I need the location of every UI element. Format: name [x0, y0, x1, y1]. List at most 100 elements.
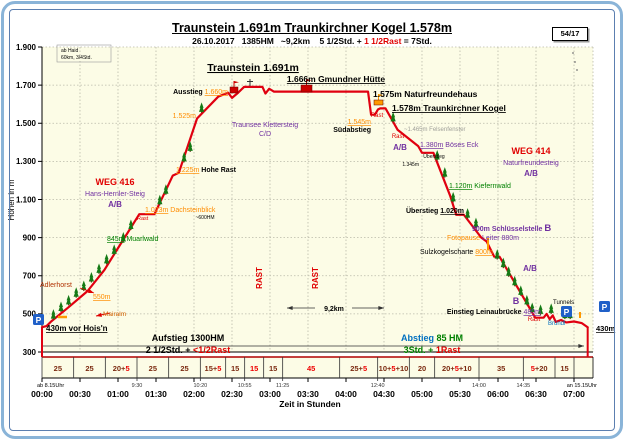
- chart-title: Traunstein 1.691m Traunkirchner Kogel 1.…: [172, 21, 452, 35]
- svg-text:1.023m Dachsteinblick: 1.023m Dachsteinblick: [145, 207, 216, 214]
- svg-text:15: 15: [269, 364, 277, 373]
- svg-text:1.525m: 1.525m: [173, 113, 197, 120]
- svg-text:Adlerhorst: Adlerhorst: [40, 282, 72, 289]
- svg-text:25: 25: [85, 364, 93, 373]
- svg-text:1.100: 1.100: [16, 195, 37, 204]
- svg-text:Abstieg 85 HM: Abstieg 85 HM: [401, 333, 463, 343]
- svg-text:430m vor Hois'n: 430m vor Hois'n: [46, 324, 108, 333]
- svg-text:WEG 414: WEG 414: [511, 146, 550, 156]
- svg-text:15: 15: [250, 364, 258, 373]
- svg-text:20+5: 20+5: [113, 364, 130, 373]
- svg-text:~1.465m Felsenfenster: ~1.465m Felsenfenster: [404, 127, 466, 133]
- svg-text:12:40: 12:40: [371, 383, 385, 389]
- svg-text:Sulzkogelscharte 800m: Sulzkogelscharte 800m: [420, 249, 493, 256]
- svg-text:Überstieg 1.020m: Überstieg 1.020m: [406, 206, 464, 215]
- parking-icon: P: [561, 306, 572, 317]
- svg-text:9:30: 9:30: [132, 383, 143, 389]
- svg-text:03:30: 03:30: [297, 389, 319, 399]
- svg-text:05:30: 05:30: [449, 389, 471, 399]
- svg-text:2 1/2Std. + <1/2Rast: 2 1/2Std. + <1/2Rast: [146, 345, 231, 355]
- svg-text:60km, 3/4Std.: 60km, 3/4Std.: [61, 55, 92, 61]
- svg-text:Hans-Hernler-Steig: Hans-Hernler-Steig: [85, 191, 145, 198]
- svg-text:900: 900: [23, 233, 37, 242]
- hut-icon: [300, 79, 313, 93]
- svg-text:A/B: A/B: [523, 264, 537, 273]
- svg-text:5+20: 5+20: [531, 364, 548, 373]
- waypoint-markers: P P P: [33, 44, 610, 325]
- svg-text:1.300: 1.300: [16, 157, 37, 166]
- svg-text:07:00: 07:00: [563, 389, 585, 399]
- svg-text:06:00: 06:00: [487, 389, 509, 399]
- svg-text:ab Haid: ab Haid: [61, 48, 78, 54]
- svg-text:25: 25: [149, 364, 157, 373]
- svg-text:20+5+10: 20+5+10: [442, 364, 472, 373]
- elevation-profile-line: [40, 85, 589, 329]
- note-box: [56, 44, 112, 63]
- svg-text:Rast: Rast: [528, 317, 541, 323]
- svg-text:Rast: Rast: [392, 134, 405, 140]
- svg-text:A/B: A/B: [524, 169, 538, 178]
- svg-text:00:00: 00:00: [31, 389, 53, 399]
- route-baseline: [41, 327, 589, 357]
- chart-subtitle: 26.10.2017 1385HM ~9,2km 5 1/2Std. + 1 1…: [0, 36, 624, 46]
- small-dot: [574, 61, 576, 63]
- svg-text:02:30: 02:30: [221, 389, 243, 399]
- pointer-arrow: [95, 312, 111, 317]
- svg-text:~600HM: ~600HM: [195, 215, 214, 221]
- svg-text:ab 8.15Uhr: ab 8.15Uhr: [37, 383, 64, 389]
- parking-icon: P: [33, 314, 44, 325]
- svg-text:1.900: 1.900: [16, 43, 37, 52]
- svg-text:Rast: Rast: [137, 216, 149, 222]
- svg-text:Traunsee Klettersteig: Traunsee Klettersteig: [232, 122, 298, 129]
- svg-text:WEG 416: WEG 416: [95, 177, 134, 187]
- svg-text:15: 15: [231, 364, 239, 373]
- svg-text:C/D: C/D: [259, 131, 271, 138]
- svg-text:700: 700: [23, 272, 37, 281]
- subtitle-total-time: = 7Std.: [401, 36, 432, 46]
- svg-text:02:00: 02:00: [183, 389, 205, 399]
- axes: 300 500 700 900 1.100 1.300 1.500 1.700 1.900 00:…: [16, 43, 593, 399]
- subtitle-date-distance: 26.10.2017 1385HM ~9,2km 5 1/2Std. +: [192, 36, 365, 46]
- svg-text:20: 20: [418, 364, 426, 373]
- svg-text:1.545m: 1.545m: [348, 119, 372, 126]
- svg-text:1.380m Böses Eck: 1.380m Böses Eck: [420, 142, 479, 149]
- svg-text:10+5+10: 10+5+10: [379, 364, 409, 373]
- sheet-number-badge: 54/17: [552, 27, 588, 41]
- svg-text:10:55: 10:55: [238, 383, 252, 389]
- svg-text:RAST: RAST: [255, 267, 264, 289]
- svg-text:35: 35: [497, 364, 505, 373]
- svg-text:1.345m: 1.345m: [402, 162, 419, 168]
- svg-text:3Std. + 1Rast: 3Std. + 1Rast: [404, 345, 461, 355]
- svg-text:P: P: [602, 302, 608, 312]
- svg-text:Fotopause Leiter 880m: Fotopause Leiter 880m: [447, 235, 519, 242]
- svg-text:500: 500: [23, 310, 37, 319]
- svg-text:1.578m Traunkirchner Kogel: 1.578m Traunkirchner Kogel: [392, 103, 506, 113]
- svg-text:05:00: 05:00: [411, 389, 433, 399]
- svg-text:1.500: 1.500: [16, 119, 37, 128]
- hut-icon: [229, 81, 239, 94]
- svg-text:A/B: A/B: [393, 143, 407, 152]
- svg-text:Traunstein 1.691m: Traunstein 1.691m: [207, 62, 299, 74]
- svg-text:1.120m Kiefernwald: 1.120m Kiefernwald: [449, 183, 511, 190]
- svg-text:01:00: 01:00: [107, 389, 129, 399]
- svg-text:P: P: [36, 315, 42, 325]
- small-dot: [576, 69, 578, 71]
- svg-text:1.666m Gmundner Hütte: 1.666m Gmundner Hütte: [287, 74, 386, 84]
- svg-text:550m: 550m: [93, 294, 111, 301]
- svg-text:B: B: [513, 296, 520, 306]
- distance-arrow: [287, 305, 384, 311]
- svg-text:03:00: 03:00: [259, 389, 281, 399]
- svg-text:Einstieg Leinaubrücke 480m: Einstieg Leinaubrücke 480m: [447, 309, 541, 316]
- svg-text:Naturfreundesteig: Naturfreundesteig: [503, 160, 559, 167]
- pointer-arrow: [79, 287, 95, 294]
- svg-text:45: 45: [307, 364, 315, 373]
- svg-text:430m: 430m: [596, 324, 616, 333]
- svg-text:15: 15: [560, 364, 568, 373]
- svg-text:06:30: 06:30: [525, 389, 547, 399]
- svg-text:10:20: 10:20: [193, 383, 207, 389]
- svg-text:Überstieg: Überstieg: [423, 153, 445, 160]
- time-segment-band: 25 25 20+5 25 25 15+5 15 15 15 45 25+5 10+5+10 20 20+…: [41, 356, 594, 389]
- svg-text:15+5: 15+5: [205, 364, 222, 373]
- total-route-arrow: [42, 343, 584, 349]
